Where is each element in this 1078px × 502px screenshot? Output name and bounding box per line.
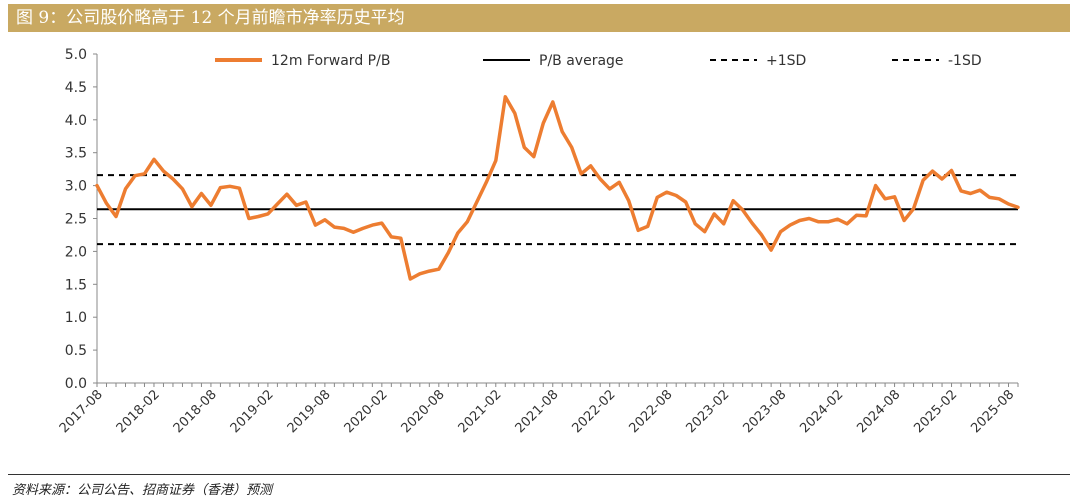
legend-label-plus-sd: +1SD: [766, 53, 806, 69]
source-note: 资料来源：公司公告、招商证券（香港）预测: [12, 483, 273, 498]
chart-title-bar: 图 9：公司股价略高于 12 个月前瞻市净率历史平均: [8, 4, 1070, 32]
x-tick-label: 2018-02: [114, 387, 163, 436]
chart-legend: 12m Forward P/B P/B average +1SD -1SD: [215, 53, 982, 69]
x-tick-label: 2025-08: [968, 387, 1017, 436]
y-tick-label: 4.5: [65, 80, 87, 96]
y-tick-label: 0.0: [65, 376, 87, 392]
y-tick-label: 5.0: [65, 47, 87, 63]
y-tick-label: 1.5: [65, 277, 87, 293]
x-tick-label: 2023-08: [740, 387, 789, 436]
x-tick-label: 2023-02: [683, 387, 732, 436]
y-tick-label: 0.5: [65, 343, 87, 359]
legend-label-average: P/B average: [539, 53, 624, 69]
pb-line-chart: 12m Forward P/B P/B average +1SD -1SD 0.…: [57, 47, 1020, 436]
x-tick-label: 2022-08: [626, 387, 675, 436]
x-tick-label: 2024-02: [797, 387, 846, 436]
x-tick-label: 2022-02: [570, 387, 619, 436]
footer-divider: [8, 474, 1070, 475]
legend-label-minus-sd: -1SD: [948, 53, 982, 69]
x-tick-label: 2019-02: [228, 387, 277, 436]
x-tick-label: 2021-02: [456, 387, 505, 436]
x-tick-label: 2018-08: [171, 387, 220, 436]
y-tick-label: 3.5: [65, 146, 87, 162]
x-tick-label: 2020-02: [342, 387, 391, 436]
pb-series-line: [95, 95, 1020, 281]
y-tick-label: 3.0: [65, 179, 87, 195]
legend-label-pb: 12m Forward P/B: [271, 53, 390, 69]
y-tick-label: 2.5: [65, 212, 87, 228]
x-tick-label: 2021-08: [513, 387, 562, 436]
x-tick-label: 2025-02: [911, 387, 960, 436]
chart-title: 图 9：公司股价略高于 12 个月前瞻市净率历史平均: [16, 8, 405, 28]
y-tick-label: 2.0: [65, 244, 87, 260]
x-tick-label: 2017-08: [57, 387, 106, 436]
y-tick-label: 1.0: [65, 310, 87, 326]
x-tick-label: 2019-08: [285, 387, 334, 436]
x-tick-label: 2020-08: [399, 387, 448, 436]
x-tick-label: 2024-08: [854, 387, 903, 436]
y-tick-label: 4.0: [65, 113, 87, 129]
